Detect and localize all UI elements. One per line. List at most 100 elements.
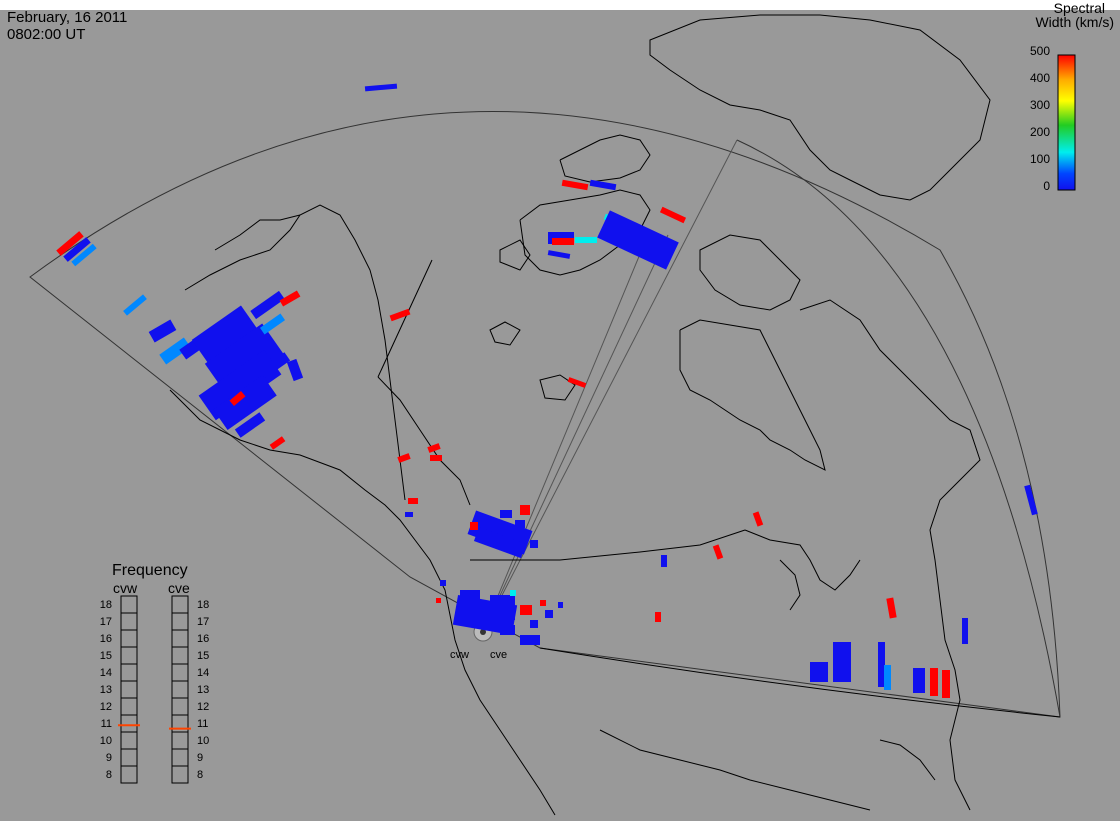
radar-label-cvw: cvw [450, 649, 469, 661]
borders [377, 259, 1061, 718]
colorbar-tick-100: 100 [1030, 152, 1050, 166]
frequency-tick-right: 14 [197, 667, 209, 679]
scatter-cell [597, 210, 679, 270]
beam-line-2 [482, 234, 669, 633]
scatter-cell [712, 544, 724, 560]
scatter-cell [71, 243, 97, 267]
backscatter-cells [56, 83, 1038, 698]
scatter-cell [259, 313, 286, 335]
map-background [0, 10, 1120, 821]
scatter-cell [269, 436, 286, 450]
frequency-tick-right: 15 [197, 650, 209, 662]
scatter-cell [942, 670, 950, 698]
radar-label-cve: cve [490, 649, 507, 661]
scatter-cell [810, 662, 828, 682]
scatter-cell [500, 625, 515, 635]
scatter-cell [540, 600, 546, 606]
beam-line-1 [482, 229, 651, 633]
scatter-cell [520, 505, 530, 515]
colorbar-tick-300: 300 [1030, 98, 1050, 112]
scatter-cell [962, 618, 968, 644]
frequency-panel: Frequency cvw cve 18 18 17 17 16 16 15 15 14 14 13… [100, 562, 209, 784]
scatter-cell [473, 526, 527, 559]
scatter-cell [259, 352, 291, 378]
colorbar-tick-500: 500 [1030, 44, 1050, 58]
scatter-cell [148, 319, 177, 343]
scatter-cell [397, 453, 411, 463]
scatter-cell [123, 294, 147, 316]
scatter-cell [405, 512, 413, 517]
frequency-tick-left: 15 [100, 650, 112, 662]
scatter-cell [198, 349, 282, 421]
scatter-cell [558, 602, 563, 608]
scatter-cell [250, 290, 285, 320]
scatter-cell [913, 668, 925, 693]
scatter-cell [286, 358, 304, 382]
frequency-tick-right: 10 [197, 735, 209, 747]
colorbar-title-line2: Width (km/s) [1035, 14, 1114, 30]
scatter-cell [552, 238, 574, 245]
frequency-tick-right: 13 [197, 684, 209, 696]
scatter-cell [655, 612, 661, 622]
scatter-cell [1024, 484, 1038, 516]
scatter-cell [460, 590, 480, 610]
frequency-tick-right: 8 [197, 769, 203, 781]
colorbar: 500 400 300 200 100 0 [1030, 44, 1076, 193]
frequency-tick-left: 14 [100, 667, 112, 679]
date-label: February, 16 2011 [7, 9, 128, 26]
scatter-cell [408, 498, 418, 504]
fov-east-arc [736, 139, 1061, 718]
frequency-tick-left: 12 [100, 701, 112, 713]
frequency-radar-cvw: cvw [113, 580, 138, 596]
scatter-cell [833, 642, 851, 682]
scatter-cell [659, 206, 687, 224]
scatter-cell [561, 179, 589, 191]
scatter-cell [470, 522, 478, 530]
scatter-cell [752, 511, 764, 527]
scatter-cell [589, 179, 617, 191]
scatter-cell [930, 668, 938, 696]
scatter-cell [510, 590, 516, 596]
scatter-cell [436, 598, 441, 603]
frequency-tick-left: 10 [100, 735, 112, 747]
frequency-tick-left: 17 [100, 616, 112, 628]
scatter-cell [547, 250, 571, 259]
scatter-cell [575, 237, 597, 243]
scatter-cell [500, 510, 512, 518]
scatter-cell [159, 337, 191, 365]
scatter-cell [191, 305, 259, 365]
frequency-tick-right: 17 [197, 616, 209, 628]
scatter-cell [530, 620, 538, 628]
scatter-cell [279, 290, 301, 307]
scatter-cell [440, 580, 446, 586]
scatter-cell [430, 455, 442, 461]
scatter-cell [884, 665, 891, 690]
frequency-tick-right: 18 [197, 599, 209, 611]
scatter-cell [878, 642, 885, 687]
frequency-tick-right: 16 [197, 633, 209, 645]
frequency-tick-left: 9 [106, 752, 112, 764]
scatter-cell [545, 610, 553, 618]
scatter-cell [520, 605, 532, 615]
scatter-cell [229, 390, 246, 407]
frequency-box [120, 765, 138, 784]
colorbar-tick-400: 400 [1030, 71, 1050, 85]
frequency-tick-right: 9 [197, 752, 203, 764]
frequency-tick-left: 11 [101, 718, 112, 730]
scatter-cell [427, 443, 441, 453]
scatter-cell [389, 308, 411, 322]
scatter-cell [515, 520, 525, 528]
frequency-title: Frequency [112, 562, 188, 579]
frequency-box [171, 765, 189, 784]
scatter-cell [234, 412, 266, 438]
scatter-cell [886, 597, 897, 619]
radar-site-center [480, 629, 486, 635]
frequency-tick-left: 13 [100, 684, 112, 696]
scatter-cell [63, 237, 91, 262]
frequency-tick-left: 8 [106, 769, 112, 781]
scatter-cell [520, 635, 540, 645]
colorbar-title-line1: Spectral [1053, 0, 1105, 16]
colorbar-tick-0: 0 [1043, 179, 1050, 193]
